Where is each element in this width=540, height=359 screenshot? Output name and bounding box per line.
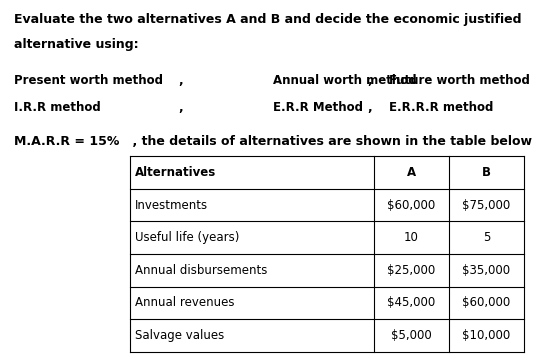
Text: M.A.R.R = 15%   , the details of alternatives are shown in the table below: M.A.R.R = 15% , the details of alternati… — [14, 135, 531, 148]
Text: Annual worth method: Annual worth method — [273, 74, 416, 87]
Text: E.R.R.R method: E.R.R.R method — [389, 101, 493, 113]
Text: $25,000: $25,000 — [387, 264, 436, 277]
Text: Annual revenues: Annual revenues — [135, 297, 234, 309]
Text: 5: 5 — [483, 231, 490, 244]
Text: Investments: Investments — [135, 199, 208, 211]
Text: ,: , — [178, 74, 183, 87]
Text: ,: , — [367, 101, 372, 113]
Text: alternative using:: alternative using: — [14, 38, 138, 51]
Text: $75,000: $75,000 — [462, 199, 510, 211]
Text: I.R.R method: I.R.R method — [14, 101, 100, 113]
Text: $35,000: $35,000 — [462, 264, 510, 277]
Text: Future worth method: Future worth method — [389, 74, 530, 87]
Text: ,: , — [367, 74, 372, 87]
Text: $10,000: $10,000 — [462, 329, 510, 342]
Text: $45,000: $45,000 — [387, 297, 436, 309]
Text: Salvage values: Salvage values — [135, 329, 224, 342]
Text: $60,000: $60,000 — [387, 199, 436, 211]
Text: 10: 10 — [404, 231, 419, 244]
Text: $5,000: $5,000 — [391, 329, 432, 342]
Text: Annual disbursements: Annual disbursements — [135, 264, 267, 277]
Text: E.R.R Method: E.R.R Method — [273, 101, 363, 113]
Text: B: B — [482, 166, 491, 179]
Text: ,: , — [178, 101, 183, 113]
Text: Alternatives: Alternatives — [135, 166, 216, 179]
Text: Evaluate the two alternatives A and B and decide the economic justified: Evaluate the two alternatives A and B an… — [14, 13, 521, 25]
Text: Present worth method: Present worth method — [14, 74, 163, 87]
Text: Useful life (years): Useful life (years) — [135, 231, 239, 244]
Text: $60,000: $60,000 — [462, 297, 510, 309]
Text: A: A — [407, 166, 416, 179]
